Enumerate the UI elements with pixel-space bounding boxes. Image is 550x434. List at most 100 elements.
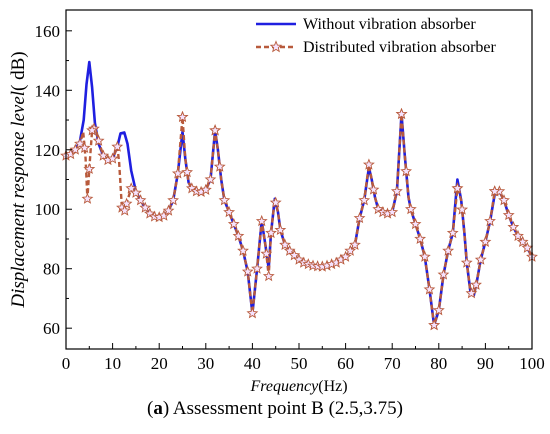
- x-tick-label: 20: [151, 354, 168, 373]
- series-distributed-marker: [218, 194, 231, 206]
- y-tick-label: 120: [35, 141, 61, 160]
- series-distributed-marker: [106, 152, 119, 164]
- series-distributed-marker: [265, 226, 277, 239]
- chart-legend: Without vibration absorber Distributed v…: [256, 16, 497, 56]
- series-distributed-marker: [269, 196, 282, 208]
- y-tick-label: 140: [35, 81, 61, 100]
- x-tick-label: 30: [197, 354, 214, 373]
- x-axis-label: Frequency(Hz): [249, 378, 347, 395]
- series-distributed-marker: [474, 253, 487, 265]
- series-distributed-marker: [414, 232, 427, 244]
- x-tick-label: 70: [384, 354, 401, 373]
- series-distributed-marker: [118, 204, 131, 216]
- series-distributed-marker: [204, 173, 217, 185]
- series-distributed-marker: [400, 165, 413, 177]
- series-distributed-marker: [185, 182, 198, 194]
- series-distributed-marker: [353, 212, 366, 224]
- series-distributed-marker: [507, 220, 520, 233]
- series-distributed-marker: [516, 235, 529, 247]
- series-distributed-marker: [237, 244, 249, 256]
- x-tick-label: 0: [62, 354, 71, 373]
- series-distributed-marker: [418, 250, 431, 262]
- series-distributed-marker: [488, 185, 501, 197]
- series-distributed-marker: [97, 149, 110, 161]
- series-distributed-marker: [409, 217, 422, 230]
- series-distributed-marker: [134, 194, 147, 206]
- series-distributed-marker: [162, 204, 175, 216]
- y-axis-label-unit: ( dB): [8, 51, 29, 91]
- series-distributed-marker: [227, 217, 240, 230]
- series-distributed-marker: [81, 192, 94, 204]
- series-distributed-marker: [69, 143, 82, 155]
- series-distributed-marker: [498, 194, 510, 206]
- series-distributed-marker: [279, 238, 291, 250]
- series-distributed-marker: [176, 110, 189, 123]
- series-distributed-marker: [423, 283, 436, 295]
- series-distributed-marker: [167, 194, 180, 206]
- series-distributed-marker: [274, 223, 287, 236]
- series-distributed-marker: [451, 182, 464, 194]
- series-distributed-marker: [437, 268, 450, 280]
- x-tick-label: 80: [430, 354, 447, 373]
- x-tick-label: 100: [519, 354, 545, 373]
- series-distributed-marker: [283, 244, 296, 256]
- series-distributed-marker: [125, 182, 138, 194]
- series-distributed-marker: [255, 214, 268, 227]
- series-distributed-marker: [171, 167, 184, 179]
- legend-label-distributed: Distributed vibration absorber: [303, 39, 497, 56]
- x-axis-label-unit: (Hz): [318, 378, 347, 395]
- series-distributed-marker: [129, 186, 142, 198]
- series-distributed-marker: [223, 206, 236, 218]
- plot-frame: [65, 9, 533, 350]
- axis-ticks: [65, 30, 533, 349]
- legend-star-shape: [269, 40, 283, 53]
- tick-labels: 0 10 20 30 40 50 60 70 80 90 100 60 80 100 120 140 160: [35, 22, 545, 373]
- x-tick-label: 40: [244, 354, 261, 373]
- y-tick-label: 100: [35, 200, 61, 219]
- series-distributed-marker: [470, 278, 482, 290]
- series-distributed-marker: [456, 203, 469, 215]
- series-distributed-marker: [349, 238, 361, 250]
- series-distributed-marker: [432, 304, 445, 316]
- line-chart: 0 10 20 30 40 50 60 70 80 90 100 60 80 100 120 140 160 F…: [8, 9, 545, 395]
- series-distributed-marker: [512, 229, 524, 241]
- series-distributed-marker: [92, 134, 105, 146]
- series-distributed-marker: [344, 244, 357, 256]
- series-distributed-marker: [288, 249, 301, 261]
- series-distributed-marker: [442, 244, 455, 256]
- x-tick-label: 60: [337, 354, 354, 373]
- series-distributed-marker: [521, 241, 534, 253]
- series-distributed-marker: [479, 235, 492, 247]
- series-distributed-marker: [428, 319, 441, 331]
- chart-series: [60, 60, 538, 331]
- series-distributed-marker: [86, 124, 99, 136]
- caption-text: Assessment point B (2.5,3.75): [172, 398, 403, 419]
- series-distributed-marker: [181, 166, 194, 178]
- series-distributed-marker: [78, 141, 91, 153]
- figure-caption: (a) Assessment point B (2.5,3.75): [147, 398, 403, 419]
- series-distributed-marker: [339, 250, 352, 262]
- series-distributed-marker: [120, 197, 133, 209]
- y-tick-label: 60: [43, 319, 60, 338]
- series-distributed-marker: [465, 287, 478, 299]
- series-distributed-marker: [390, 185, 403, 197]
- y-tick-label: 160: [35, 22, 61, 41]
- legend-label-without: Without vibration absorber: [303, 16, 476, 33]
- x-tick-label: 10: [104, 354, 121, 373]
- series-distributed-marker: [157, 209, 170, 221]
- series-distributed-marker: [83, 162, 96, 175]
- legend-star-marker: [269, 40, 283, 53]
- series-distributed-marker: [262, 269, 275, 282]
- series-distributed-marker: [386, 206, 399, 218]
- series-distributed-marker: [404, 202, 417, 215]
- x-axis-label-main: Frequency: [249, 378, 319, 395]
- series-distributed-marker: [111, 140, 124, 152]
- series-distributed-marker: [139, 201, 152, 213]
- series-distributed-marker: [251, 262, 263, 274]
- series-distributed-marker: [358, 194, 371, 206]
- x-tick-label: 50: [291, 354, 308, 373]
- y-axis-label: Displacement response level( dB): [8, 51, 29, 308]
- series-distributed-marker: [199, 183, 212, 195]
- series-distributed-marker: [241, 265, 254, 277]
- y-tick-label: 80: [43, 260, 60, 279]
